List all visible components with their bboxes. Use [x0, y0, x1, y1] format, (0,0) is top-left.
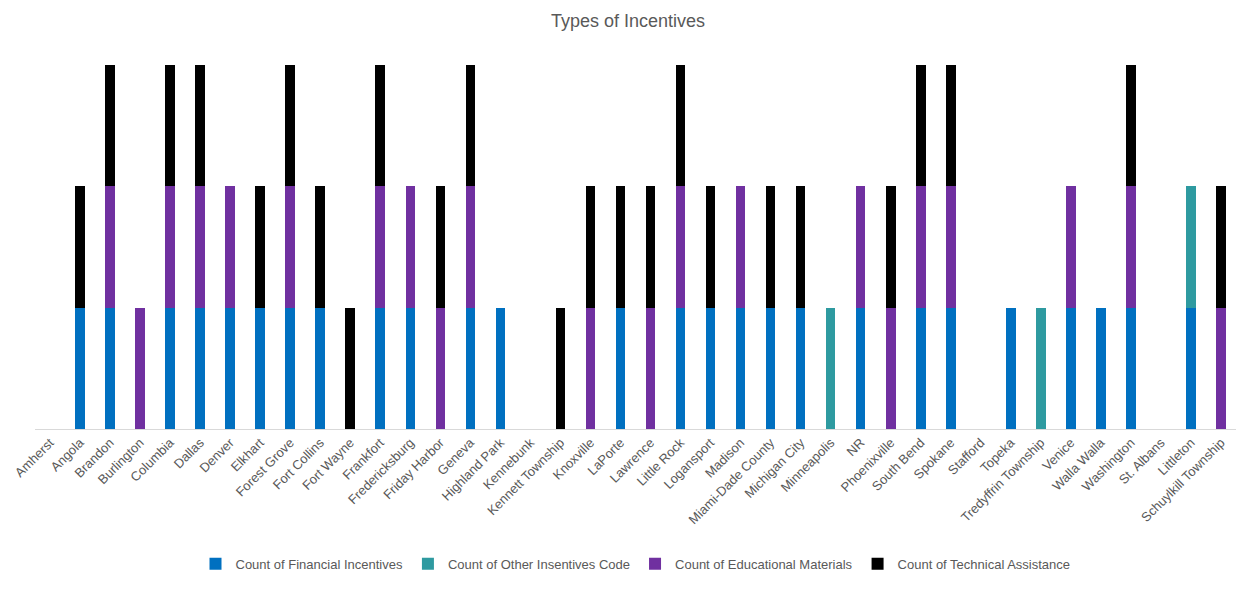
- svg-text:Schuylkill Township: Schuylkill Township: [1138, 435, 1228, 525]
- svg-text:Types of Incentives: Types of Incentives: [551, 11, 705, 31]
- svg-text:Count of Financial Incentives: Count of Financial Incentives: [236, 557, 403, 572]
- svg-text:South Bend: South Bend: [869, 435, 928, 494]
- svg-text:Topeka: Topeka: [977, 435, 1018, 476]
- svg-text:Knoxville: Knoxville: [550, 435, 597, 482]
- svg-text:Spokane: Spokane: [911, 435, 958, 482]
- svg-text:Fredericksburg: Fredericksburg: [345, 435, 417, 507]
- svg-text:LaPorte: LaPorte: [584, 435, 627, 478]
- svg-text:Count of Other Insentives Code: Count of Other Insentives Code: [448, 557, 630, 572]
- svg-text:Tredyffrin Township: Tredyffrin Township: [958, 435, 1048, 525]
- svg-text:Michigan City: Michigan City: [742, 435, 808, 501]
- svg-text:Little Rock: Little Rock: [634, 435, 688, 489]
- svg-text:Venice: Venice: [1039, 435, 1077, 473]
- svg-text:Minneapolis: Minneapolis: [778, 435, 838, 495]
- svg-text:Logansport: Logansport: [661, 435, 718, 492]
- svg-text:Angola: Angola: [48, 435, 88, 475]
- svg-text:Elkhart: Elkhart: [228, 435, 267, 474]
- svg-text:Count of Educational Materials: Count of Educational Materials: [675, 557, 853, 572]
- svg-text:Walla Walla: Walla Walla: [1049, 435, 1108, 494]
- svg-text:Washington: Washington: [1079, 435, 1138, 494]
- svg-text:Denver: Denver: [197, 435, 238, 476]
- svg-text:Amherst: Amherst: [12, 435, 57, 480]
- svg-text:Kennebunk: Kennebunk: [480, 435, 537, 492]
- svg-text:Friday Harbor: Friday Harbor: [380, 435, 447, 502]
- svg-text:NR: NR: [844, 435, 868, 459]
- svg-text:Madison: Madison: [702, 435, 747, 480]
- svg-text:Littleton: Littleton: [1155, 435, 1198, 478]
- svg-text:Geneva: Geneva: [434, 435, 477, 478]
- svg-text:Dallas: Dallas: [171, 435, 208, 472]
- svg-text:Brandon: Brandon: [71, 435, 116, 480]
- svg-text:Burlington: Burlington: [95, 435, 147, 487]
- svg-text:Lawrence: Lawrence: [607, 435, 657, 485]
- svg-text:Stafford: Stafford: [945, 435, 988, 478]
- svg-text:Count of Technical Assistance: Count of Technical Assistance: [898, 557, 1070, 572]
- svg-text:Fort Wayne: Fort Wayne: [299, 435, 357, 493]
- svg-text:Phoenixville: Phoenixville: [838, 435, 898, 495]
- svg-text:Miami-Dade County: Miami-Dade County: [685, 435, 777, 527]
- svg-text:St. Albans: St. Albans: [1116, 435, 1168, 487]
- svg-text:Kennett Township: Kennett Township: [484, 435, 567, 518]
- svg-text:Fort Collins: Fort Collins: [270, 435, 327, 492]
- svg-text:Frankfort: Frankfort: [340, 435, 388, 483]
- svg-text:Highland Park: Highland Park: [439, 435, 508, 504]
- svg-text:Columbia: Columbia: [127, 435, 177, 485]
- svg-text:Forest Grove: Forest Grove: [233, 435, 297, 499]
